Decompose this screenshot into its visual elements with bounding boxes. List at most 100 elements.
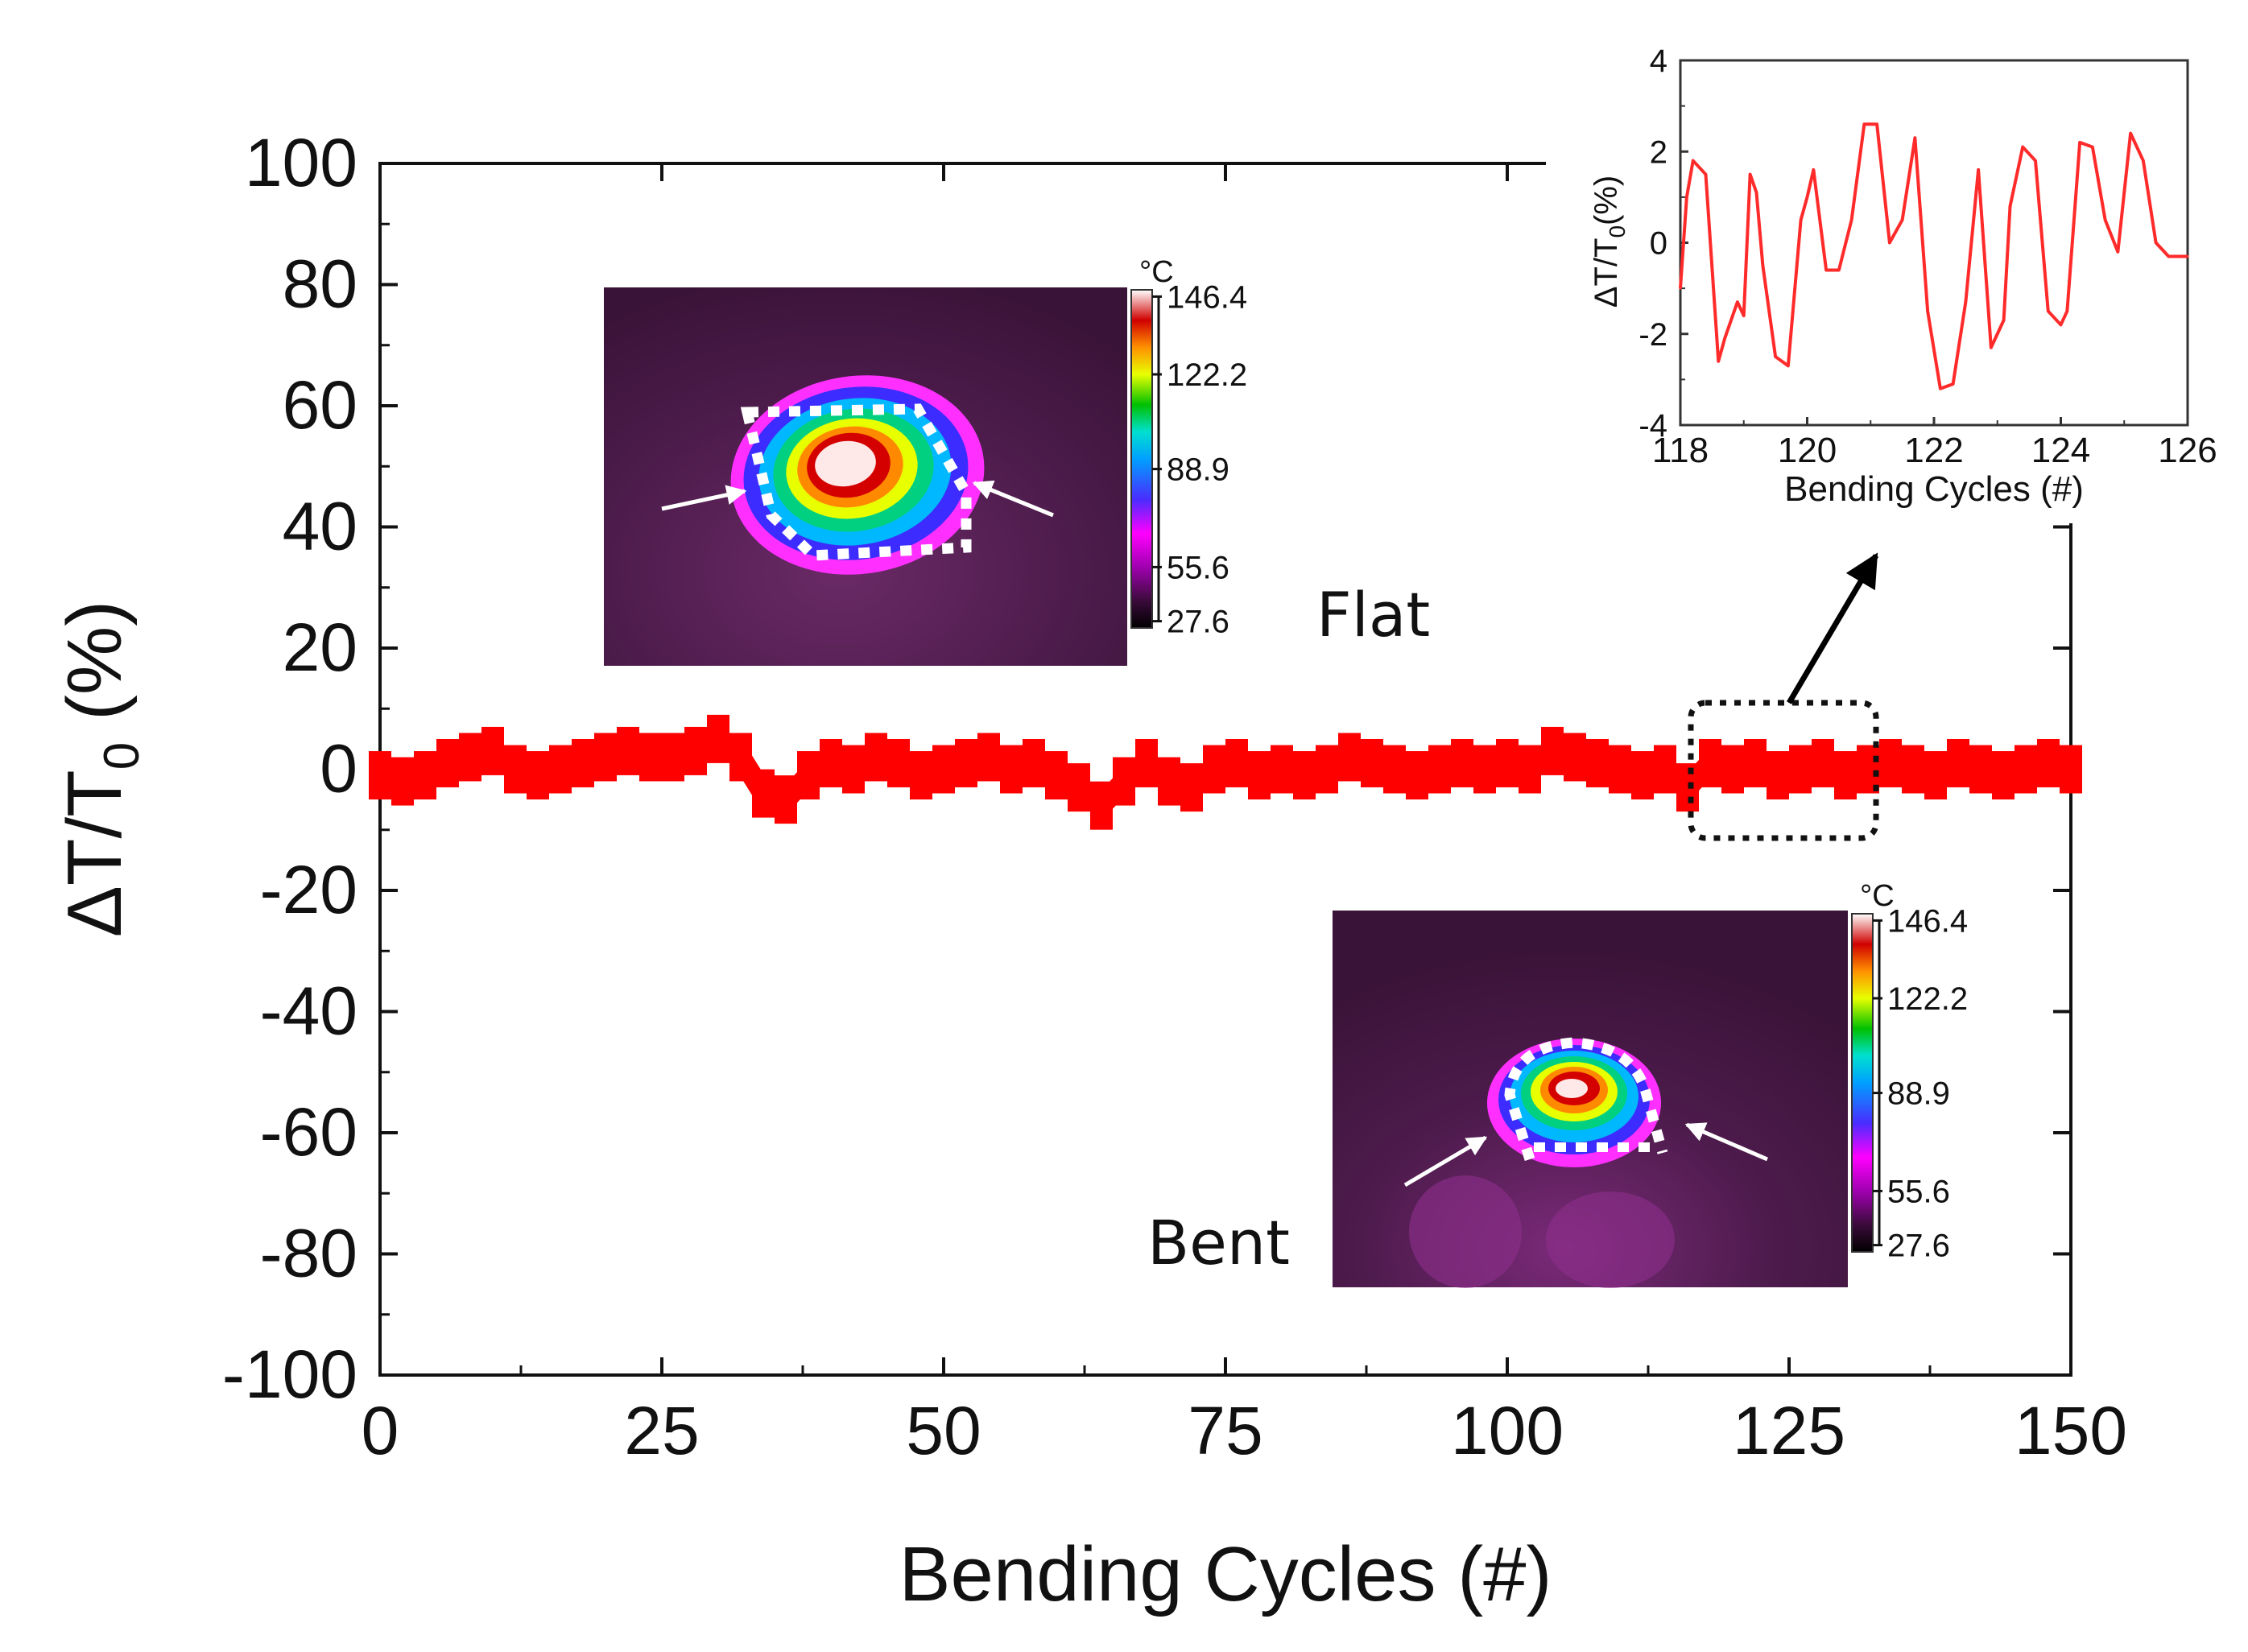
inset-y-tick-label: -2 [1638,317,1667,353]
main-data-point [932,745,955,794]
inset-data-point [2155,242,2158,244]
inset-data-point [2002,319,2006,322]
inset-y-label-sub: 0 [1605,225,1630,238]
main-y-tick-label: -100 [222,1336,357,1412]
main-y-label-sub: 0 [94,742,150,770]
main-x-tick-label: 150 [2015,1393,2127,1468]
main-data-point [1789,745,1812,794]
main-data-point [1631,751,1654,800]
main-data-point [1541,726,1564,775]
inset-data-point [1862,122,1866,126]
main-data-point [572,738,594,787]
main-y-tick-label: 80 [283,246,357,322]
inset-x-tick-label: 118 [1652,431,1709,470]
inset-plot-background [1546,24,2246,523]
main-data-point [1924,751,1947,800]
inset-data-point [1926,309,1929,312]
inset-data-point [2167,254,2170,258]
inset-data-point [1837,268,1841,271]
inset-data-point [1692,159,1695,163]
inset-data-point [1705,173,1707,176]
main-y-tick-label: -20 [260,852,357,927]
zoom-arrow [1786,552,1879,704]
main-data-point [414,751,436,800]
main-data-point [1068,763,1090,812]
inset-data-series [1679,122,2189,390]
main-data-point [1564,733,1586,782]
inset-data-point [1806,196,1808,199]
colorbar-tick-label: 146.4 [1887,903,1968,939]
bent-glow-left [1409,1175,1522,1288]
main-y-tick-label: -40 [260,973,357,1049]
main-data-point [1676,763,1699,812]
inset-y-ticks: 4 2 0 -2 -4 [1638,43,1688,444]
main-x-axis-label: Bending Cycles (#) [899,1531,1552,1617]
main-data-point [459,733,481,782]
main-y-tick-label: 0 [320,731,357,807]
main-data-point [1428,745,1451,794]
inset-data-point [1990,346,1993,349]
inset-x-tick-label: 124 [2031,431,2090,470]
inset-data-point [1850,218,1853,221]
inset-data-point [2129,132,2132,135]
main-data-point [820,738,842,787]
inset-data-point [2091,146,2094,149]
main-data-point [1383,745,1406,794]
flat-arrow-right [972,480,1054,518]
main-x-tick-label: 100 [1451,1393,1564,1468]
bent-label: Bent [1147,1207,1290,1278]
main-y-label-suffix: (%) [52,601,138,742]
colorbar-tick-label: 122.2 [1167,357,1247,393]
main-data-point [1879,738,1902,787]
main-data-point [707,714,729,763]
hotspot-bent-core [1556,1079,1588,1098]
main-data-point [1045,751,1068,800]
inset-data-point [1964,300,1967,304]
main-y-tick-label: -60 [260,1094,357,1170]
main-data-point [662,733,684,782]
main-data-point [1969,745,1992,794]
main-y-tick-label: -80 [260,1216,357,1291]
main-data-point [1203,745,1225,794]
inset-data-point [1952,382,1955,386]
colorbar-flat-ticks: 146.4 122.2 88.9 55.6 27.6 [1152,279,1247,640]
bent-arrow-left [1403,1135,1488,1187]
inset-data-point [1913,136,1916,139]
inset-data-point [2186,254,2189,258]
colorbar-tick-label: 122.2 [1887,981,1968,1017]
main-y-tick-label: 100 [245,125,357,200]
main-data-series [369,714,2082,830]
main-data-point [1744,738,1767,787]
main-data-point [1090,781,1113,830]
inset-y-tick-label: 4 [1650,43,1667,79]
inset-data-point [2009,204,2011,208]
main-data-point [842,745,865,794]
colorbar-tick-label: 146.4 [1167,279,1247,315]
inset-y-axis-label: ΔT/T0(%) [1589,176,1630,308]
main-data-point [1158,757,1180,806]
inset-y-tick-label: 2 [1650,134,1667,170]
inset-data-point [1774,355,1777,358]
main-x-tick-label: 125 [1733,1393,1845,1468]
main-data-point [639,733,662,782]
main-data-point [1271,745,1293,794]
main-data-point [369,751,391,800]
colorbar-bent-ticks: 146.4 122.2 88.9 55.6 27.6 [1873,903,1968,1264]
inset-x-tick-label: 122 [1904,431,1963,470]
inset-x-axis-label: Bending Cycles (#) [1784,469,2084,509]
main-x-ticks: 0 25 50 75 100 125 150 [362,163,2127,1468]
main-data-point [504,745,527,794]
main-data-point [1406,751,1428,800]
inset-data-point [2180,254,2183,258]
inset-data-point [1977,168,1980,171]
main-data-point [391,757,414,806]
inset-data-point [1679,287,1682,290]
main-data-point [1519,745,1541,794]
main-data-point [955,738,977,787]
main-data-point [1947,738,1969,787]
main-data-point [436,738,459,787]
inset-data-point [1723,337,1726,340]
svg-text:ΔT/T0 (%): ΔT/T0 (%) [52,601,150,938]
main-data-point [684,726,707,775]
